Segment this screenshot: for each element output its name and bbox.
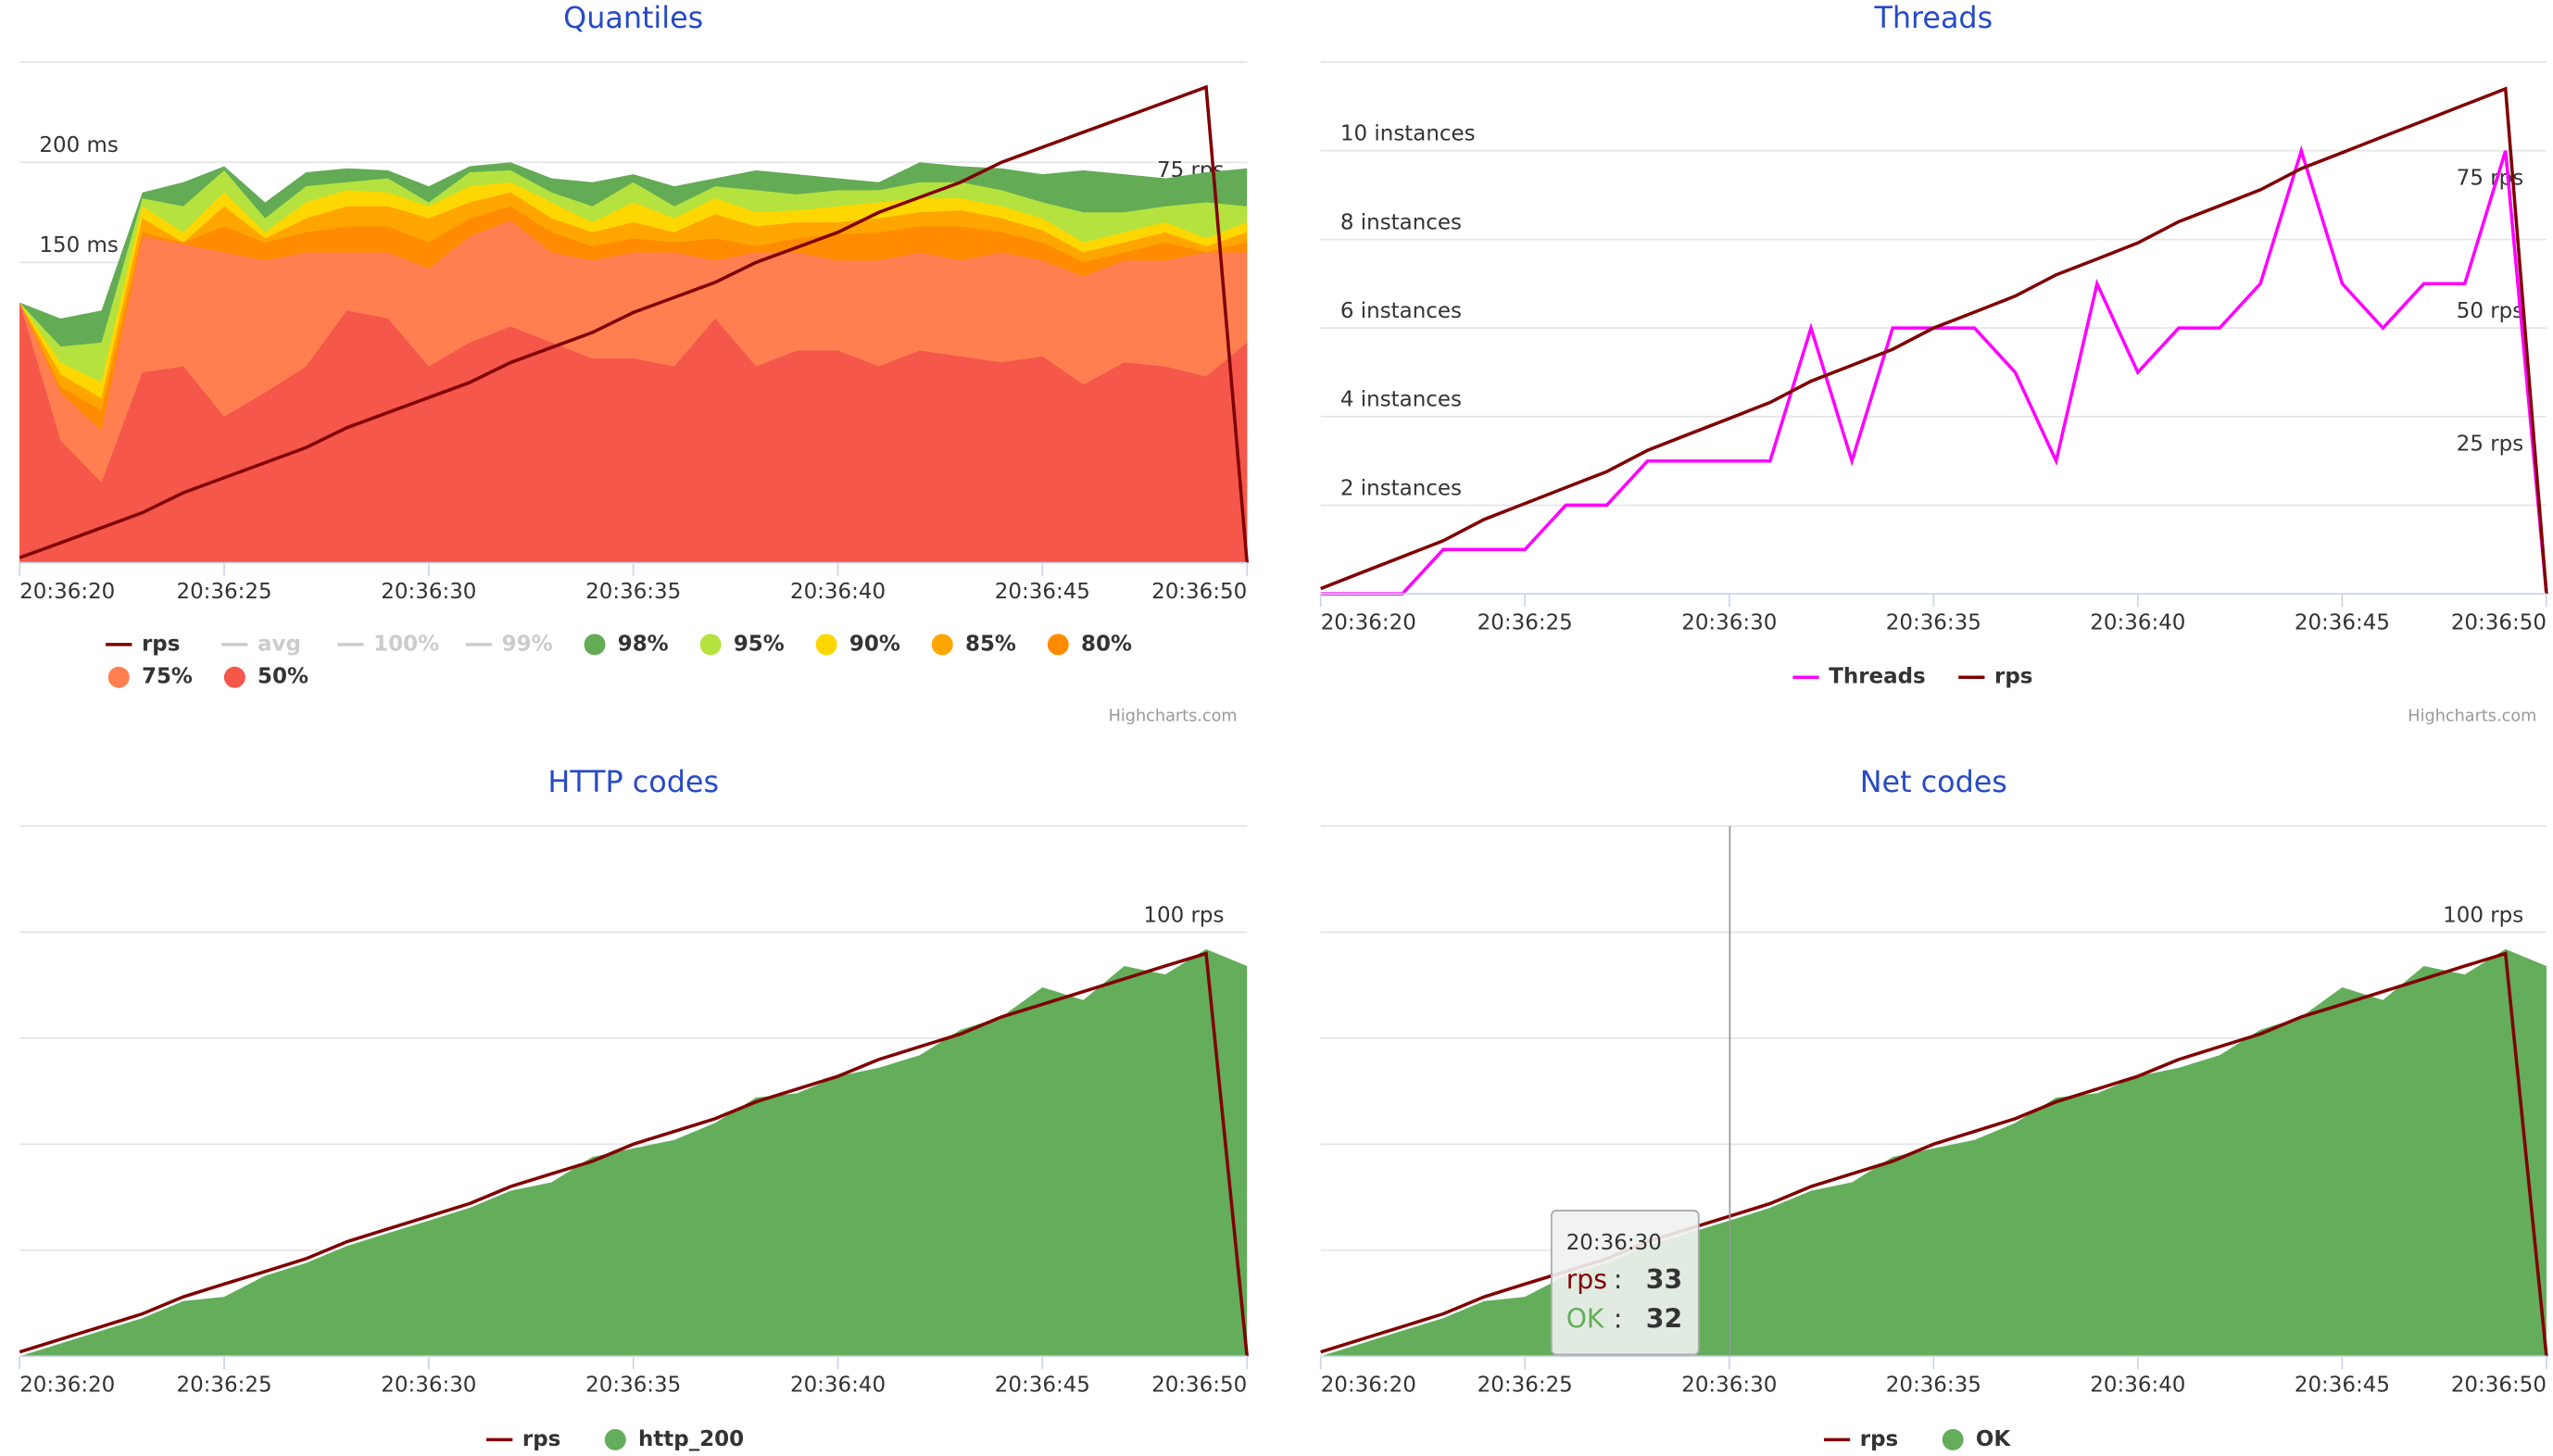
- line: [19, 951, 1249, 1357]
- x-tick-label: 20:36:50: [1151, 1374, 1247, 1398]
- x-tick-label: 20:36:30: [1681, 610, 1777, 634]
- legend-label: 99%: [502, 632, 553, 656]
- x-tick-label: 20:36:35: [585, 1374, 681, 1398]
- y-tick-label: 200 ms: [39, 133, 118, 157]
- y-tick-label: 8 instances: [1340, 210, 1462, 234]
- legend-marker: [107, 666, 130, 688]
- tooltip-name: rps: [1566, 1264, 1607, 1295]
- legend-label: OK: [1976, 1427, 2012, 1451]
- x-tick-label: 20:36:50: [2451, 610, 2547, 634]
- y2-tick-label: 50 rps: [2457, 299, 2523, 323]
- legend-label: avg: [258, 632, 301, 656]
- x-tick-label: 20:36:40: [2090, 1374, 2185, 1398]
- line: [1320, 951, 2548, 1357]
- x-tick-label: 20:36:25: [176, 580, 271, 604]
- legend-label: 98%: [618, 632, 669, 656]
- area: [1320, 948, 2547, 1357]
- x-tick-label: 20:36:20: [19, 1374, 115, 1398]
- legend-marker: [699, 634, 722, 656]
- chart-title: Quantiles: [563, 1, 703, 35]
- legend-marker: [604, 1428, 626, 1450]
- chart-title: Net codes: [1860, 765, 2007, 799]
- x-tick-label: 20:36:30: [381, 580, 476, 604]
- x-tick-label: 20:36:20: [19, 580, 115, 604]
- legend-marker: [1942, 1428, 1964, 1450]
- y-tick-label: 2 instances: [1340, 476, 1462, 500]
- x-tick-label: 20:36:35: [1886, 1374, 1981, 1398]
- legend-label: 85%: [965, 632, 1016, 656]
- x-tick-label: 20:36:20: [1321, 610, 1416, 634]
- y-tick-label: 10 instances: [1340, 122, 1476, 146]
- legend-label: rps: [522, 1427, 560, 1451]
- legend-marker: [815, 634, 837, 656]
- y-tick-label: 6 instances: [1340, 299, 1462, 323]
- tooltip-value: 33: [1646, 1264, 1682, 1295]
- legend-label: rps: [1860, 1427, 1898, 1451]
- legend-label: 50%: [258, 665, 308, 689]
- legend-label: 100%: [373, 632, 439, 656]
- line: [1320, 86, 2548, 595]
- legend-marker: [584, 634, 606, 656]
- legend-marker: [931, 634, 953, 656]
- x-tick-label: 20:36:30: [1681, 1374, 1777, 1398]
- chart-title: HTTP codes: [547, 765, 719, 799]
- legend-marker: [223, 666, 245, 688]
- tooltip-separator: :: [1614, 1264, 1623, 1295]
- y-tick-label: 100 rps: [2443, 903, 2523, 927]
- legend-label: 75%: [142, 665, 193, 689]
- tooltip: 20:36:30 rps : 33 OK : 32: [1550, 825, 1731, 1357]
- x-tick-label: 20:36:45: [995, 580, 1090, 604]
- y2-tick-label: 25 rps: [2457, 432, 2523, 456]
- legend-label: rps: [142, 632, 180, 656]
- y-tick-label: 100 rps: [1143, 903, 1224, 927]
- x-tick-label: 20:36:45: [2295, 1374, 2390, 1398]
- tooltip-box: [1550, 1210, 1700, 1356]
- x-tick-label: 20:36:40: [2090, 610, 2185, 634]
- x-tick-label: 20:36:25: [176, 1374, 271, 1398]
- credits: Highcharts.com: [1109, 708, 1238, 726]
- x-tick-label: 20:36:45: [995, 1374, 1090, 1398]
- x-tick-label: 20:36:45: [2295, 610, 2390, 634]
- legend-label: rps: [1994, 665, 2032, 689]
- x-tick-label: 20:36:35: [585, 580, 681, 604]
- legend-label: http_200: [638, 1427, 744, 1451]
- tooltip-header: 20:36:30: [1566, 1231, 1662, 1255]
- area: [19, 948, 1248, 1357]
- legend-label: Threads: [1829, 665, 1925, 689]
- legend-marker: [1047, 634, 1069, 656]
- x-tick-label: 20:36:35: [1886, 610, 1981, 634]
- y-tick-label: 150 ms: [39, 233, 118, 257]
- legend-label: 90%: [849, 632, 900, 656]
- tooltip-value: 32: [1646, 1303, 1682, 1334]
- x-tick-label: 20:36:25: [1478, 610, 1573, 634]
- tooltip-separator: :: [1614, 1303, 1623, 1334]
- legend-label: 80%: [1081, 632, 1132, 656]
- tooltip-name: OK: [1566, 1303, 1605, 1334]
- chart-title: Threads: [1873, 1, 1993, 35]
- x-tick-label: 20:36:20: [1321, 1374, 1416, 1398]
- y-tick-label: 4 instances: [1340, 388, 1462, 412]
- x-tick-label: 20:36:30: [381, 1374, 476, 1398]
- line: [19, 84, 1249, 563]
- legend-label: 95%: [734, 632, 785, 656]
- x-tick-label: 20:36:25: [1478, 1374, 1573, 1398]
- x-tick-label: 20:36:40: [790, 1374, 886, 1398]
- x-tick-label: 20:36:50: [1151, 580, 1247, 604]
- area: [19, 302, 1248, 563]
- x-tick-label: 20:36:40: [790, 580, 886, 604]
- line: [1320, 144, 2548, 596]
- x-tick-label: 20:36:50: [2451, 1374, 2547, 1398]
- credits: Highcharts.com: [2408, 708, 2536, 726]
